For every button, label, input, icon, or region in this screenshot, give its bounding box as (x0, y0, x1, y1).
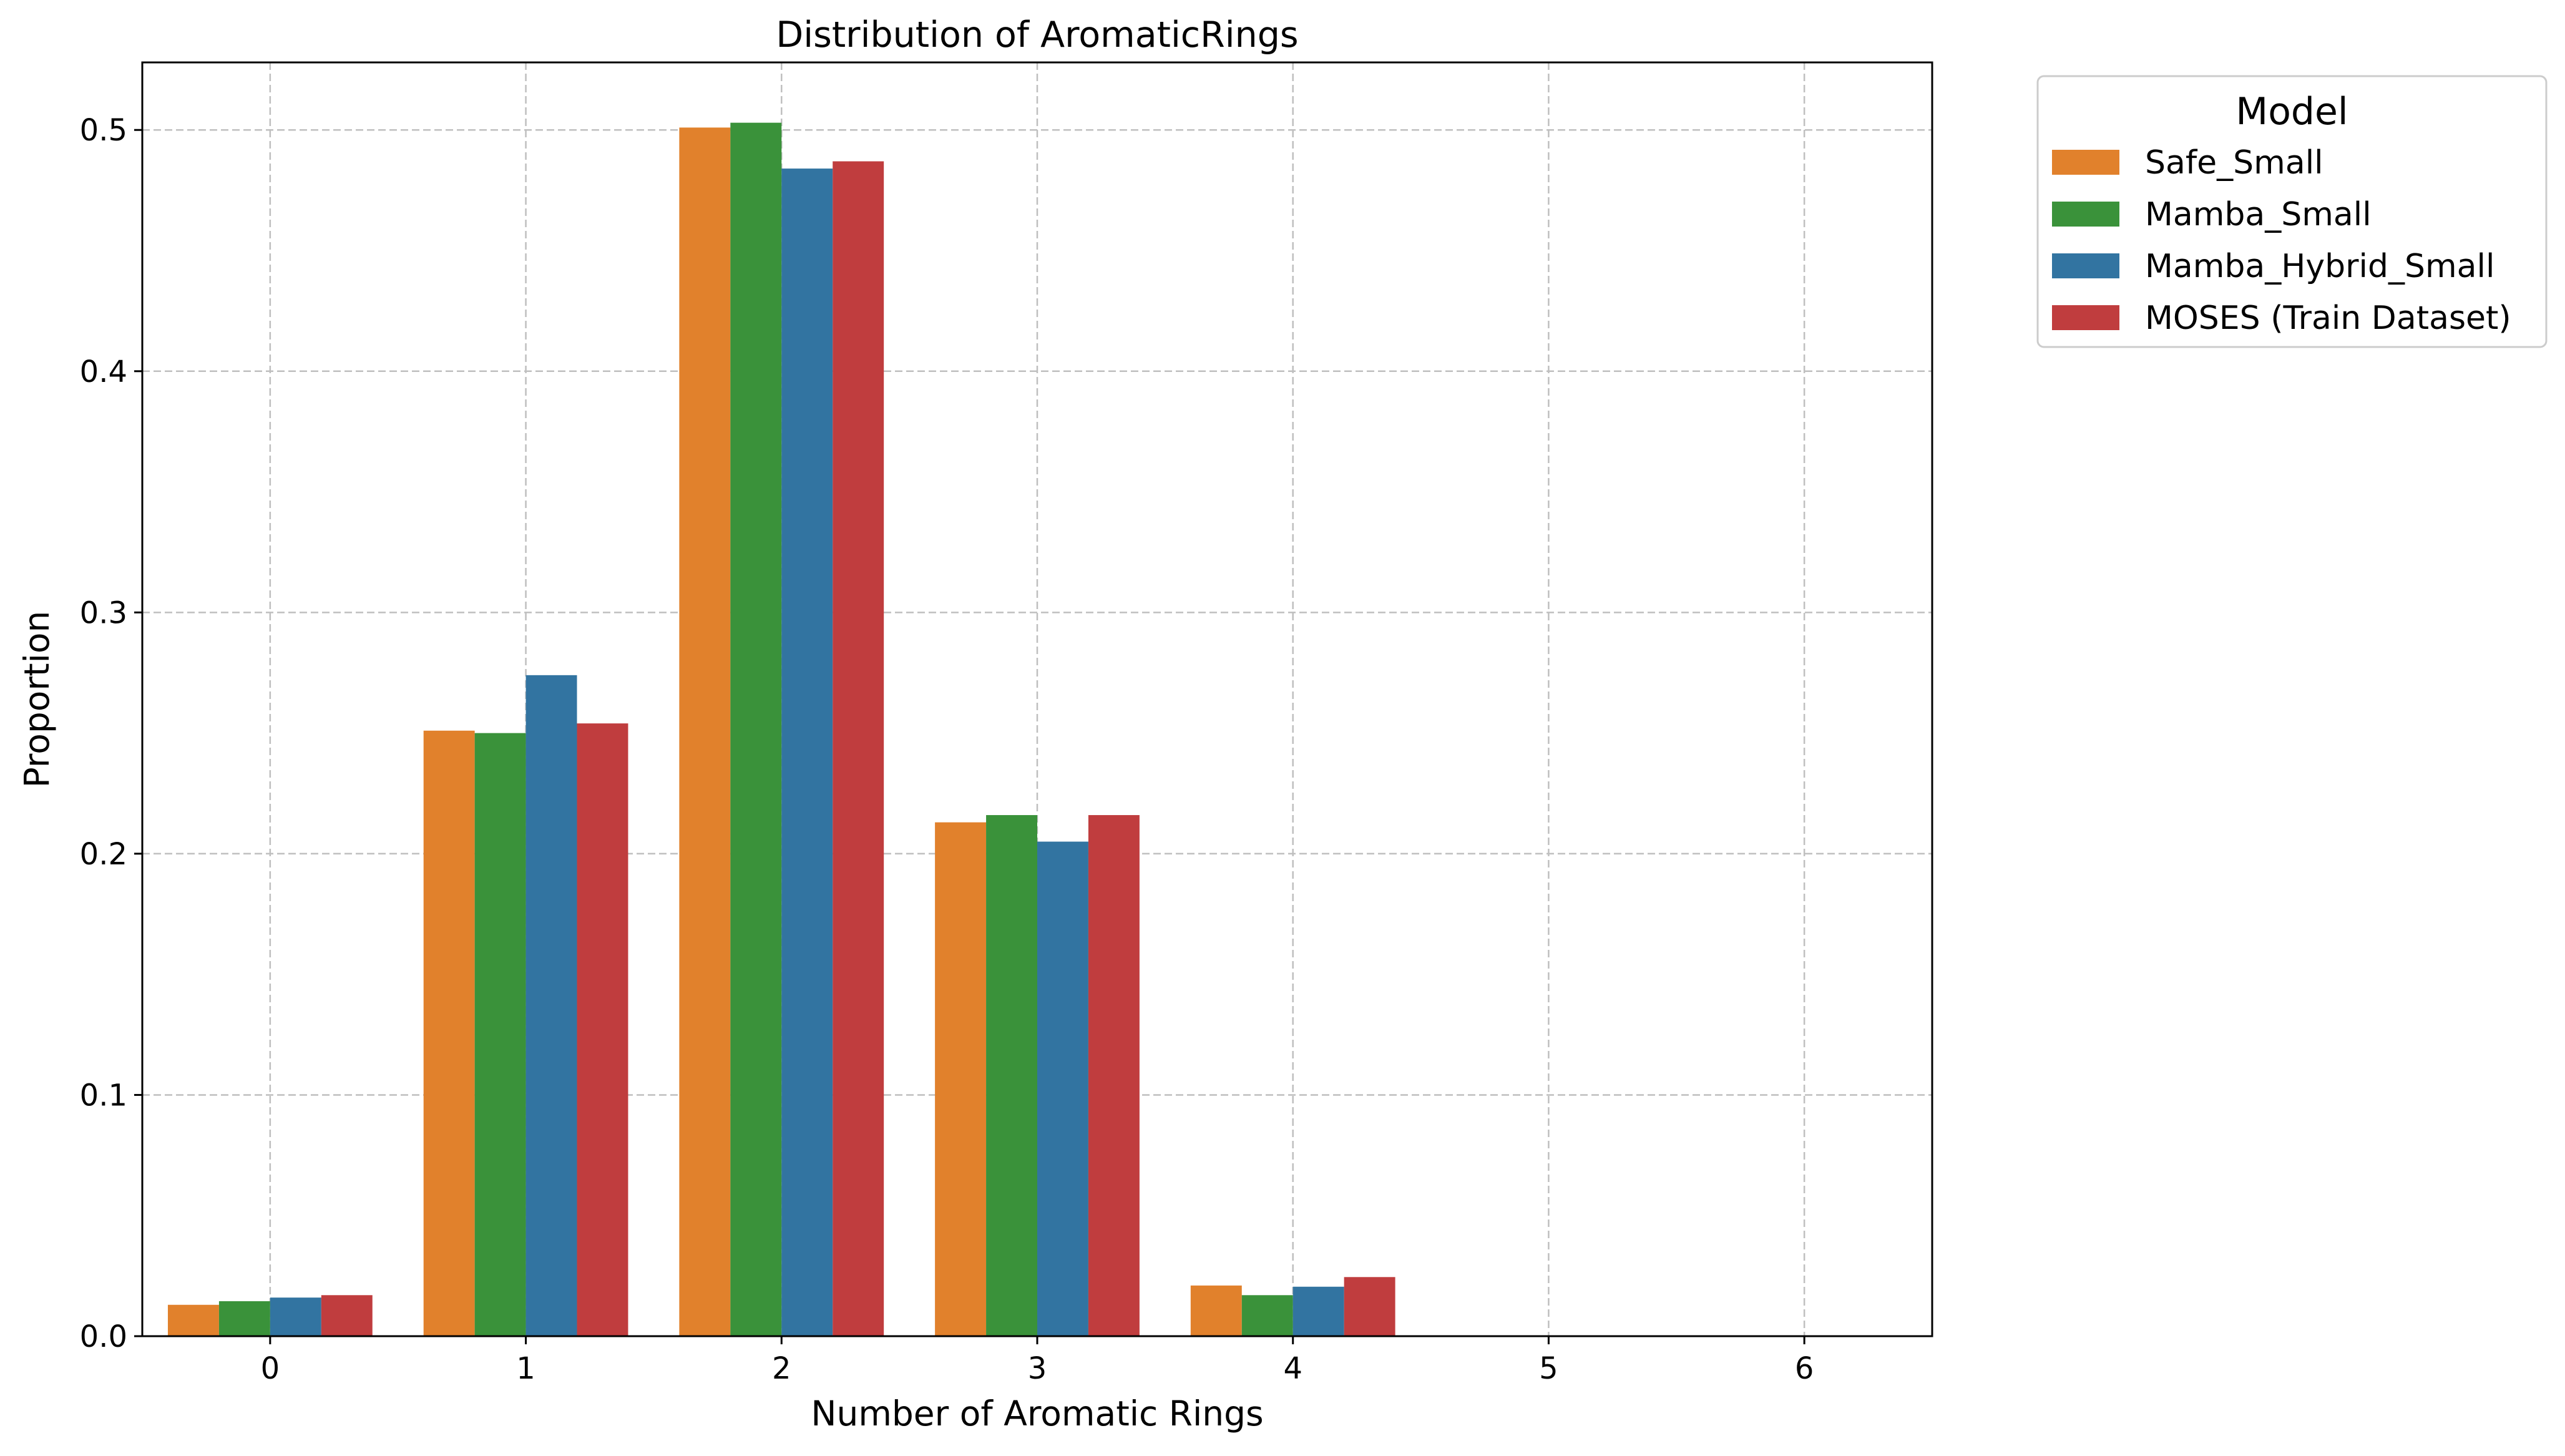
legend-items: Safe_Small Mamba_Small Mamba_Hybrid_Small M… (2052, 144, 2511, 337)
legend-swatch (2052, 150, 2119, 175)
bar (935, 822, 987, 1336)
legend-swatch (2052, 253, 2119, 278)
bar (1190, 1285, 1242, 1336)
bar (474, 733, 526, 1336)
legend-swatch (2052, 202, 2119, 227)
bar (986, 815, 1037, 1336)
bar (321, 1295, 373, 1336)
bars (167, 122, 1395, 1336)
legend-swatch (2052, 305, 2119, 330)
x-tick-label: 0 (261, 1351, 280, 1386)
x-tick-label: 4 (1283, 1351, 1302, 1386)
legend-label: Mamba_Hybrid_Small (2145, 248, 2494, 285)
y-tick-label: 0.4 (80, 354, 127, 389)
legend: Model Safe_Small Mamba_Small Mamba_Hybrid_… (2036, 75, 2548, 348)
bar (679, 127, 731, 1336)
x-tick-label: 3 (1028, 1351, 1047, 1386)
x-tick-label: 1 (516, 1351, 535, 1386)
bar (781, 169, 833, 1336)
chart-title: Distribution of AromaticRings (776, 14, 1298, 56)
bar (270, 1297, 321, 1336)
x-tick-label: 6 (1795, 1351, 1814, 1386)
y-tick-label: 0.1 (80, 1078, 127, 1113)
x-tick-label: 2 (772, 1351, 791, 1386)
y-tick-label: 0.2 (80, 837, 127, 872)
legend-label: Safe_Small (2145, 144, 2323, 182)
y-tick-label: 0.5 (80, 113, 127, 148)
bar (423, 730, 475, 1336)
bar (167, 1304, 219, 1336)
bar (1241, 1295, 1293, 1336)
legend-box (2036, 75, 2548, 348)
x-axis-label: Number of Aromatic Rings (811, 1394, 1263, 1434)
bar (218, 1301, 270, 1336)
legend-label: MOSES (Train Dataset) (2145, 300, 2511, 337)
bar (577, 723, 628, 1336)
y-tick-label: 0.0 (80, 1319, 127, 1354)
bar (1344, 1277, 1395, 1336)
y-axis-label: Proportion (17, 611, 57, 788)
y-tick-label: 0.3 (80, 595, 127, 630)
bar (1088, 815, 1140, 1336)
bar (833, 161, 884, 1336)
bar (1037, 841, 1088, 1336)
legend-title: Model (2235, 90, 2348, 134)
axis-ticks: 0.0 0.1 0.2 0.3 0.4 0.5 0 1 2 3 4 5 6 (80, 113, 1814, 1386)
bar (525, 675, 577, 1336)
legend-label: Mamba_Small (2145, 196, 2372, 233)
bar (730, 122, 782, 1336)
x-tick-label: 5 (1539, 1351, 1558, 1386)
bar (1292, 1286, 1344, 1336)
